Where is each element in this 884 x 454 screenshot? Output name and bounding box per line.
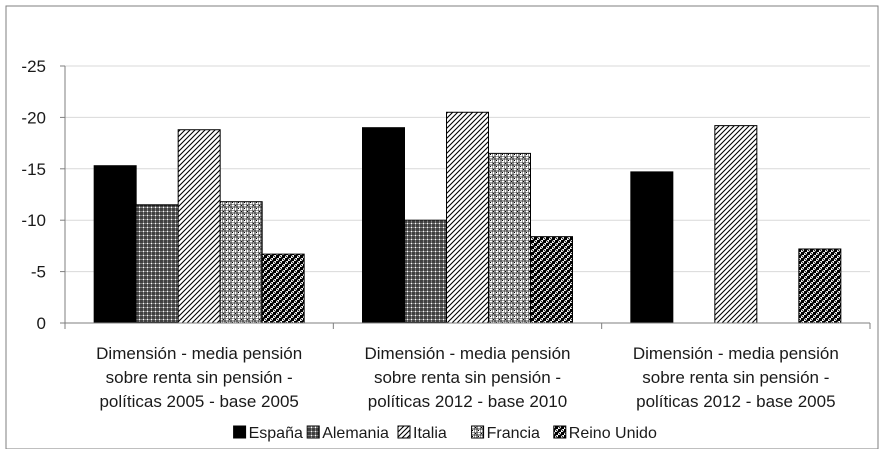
legend-label: Reino Unido [569,425,657,442]
bar-italia [714,125,758,324]
y-tick-label: -20 [21,108,46,127]
y-tick-label: -15 [21,160,46,179]
y-tick-label: -25 [21,57,46,76]
bar-italia [177,129,221,324]
y-tick-label: 0 [37,314,46,333]
bar-españa [362,127,405,324]
legend-swatch [233,425,247,439]
y-tick-label: -10 [21,211,46,230]
legend-swatch [306,425,320,439]
category-label: Dimensión - media pensión sobre renta sin… [633,344,839,411]
category-labels: Dimensión - media pensión sobre renta sin… [96,344,839,411]
bar-francia [219,201,263,324]
bars [93,111,842,324]
y-tick-label: -5 [31,263,46,282]
bar-españa [630,171,674,324]
bar-italia [446,111,489,324]
category-label: Dimensión - media pensión sobre renta sin… [96,344,302,411]
x-axis [64,322,871,329]
bar-reino-unido [798,248,842,324]
legend-label: Italia [413,425,447,442]
legend-swatch [397,425,411,439]
legend: España Alemania Italia Francia Reino Unido [233,425,657,442]
bar-reino-unido [530,236,573,324]
y-axis-ticks: -25 -20 -15 -10 -5 0 [21,57,66,333]
bar-españa [93,165,137,324]
bar-francia [488,152,531,324]
bar-reino-unido [261,253,305,324]
bar-alemania [135,204,179,324]
bar-alemania [404,219,447,324]
legend-swatch [553,425,567,439]
legend-label: Alemania [322,425,389,442]
category-label: Dimensión - media pensión sobre renta sin… [365,344,571,411]
legend-label: España [249,425,303,442]
legend-label: Francia [487,425,540,442]
legend-swatch [471,425,485,439]
